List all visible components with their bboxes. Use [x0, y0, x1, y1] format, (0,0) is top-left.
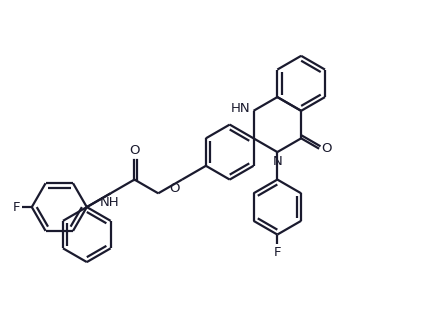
Text: O: O	[129, 144, 139, 157]
Text: F: F	[273, 246, 280, 259]
Text: N: N	[272, 155, 282, 168]
Text: O: O	[320, 142, 331, 155]
Text: HN: HN	[230, 102, 250, 115]
Text: O: O	[169, 182, 180, 195]
Text: NH: NH	[100, 196, 119, 209]
Text: F: F	[12, 201, 20, 214]
